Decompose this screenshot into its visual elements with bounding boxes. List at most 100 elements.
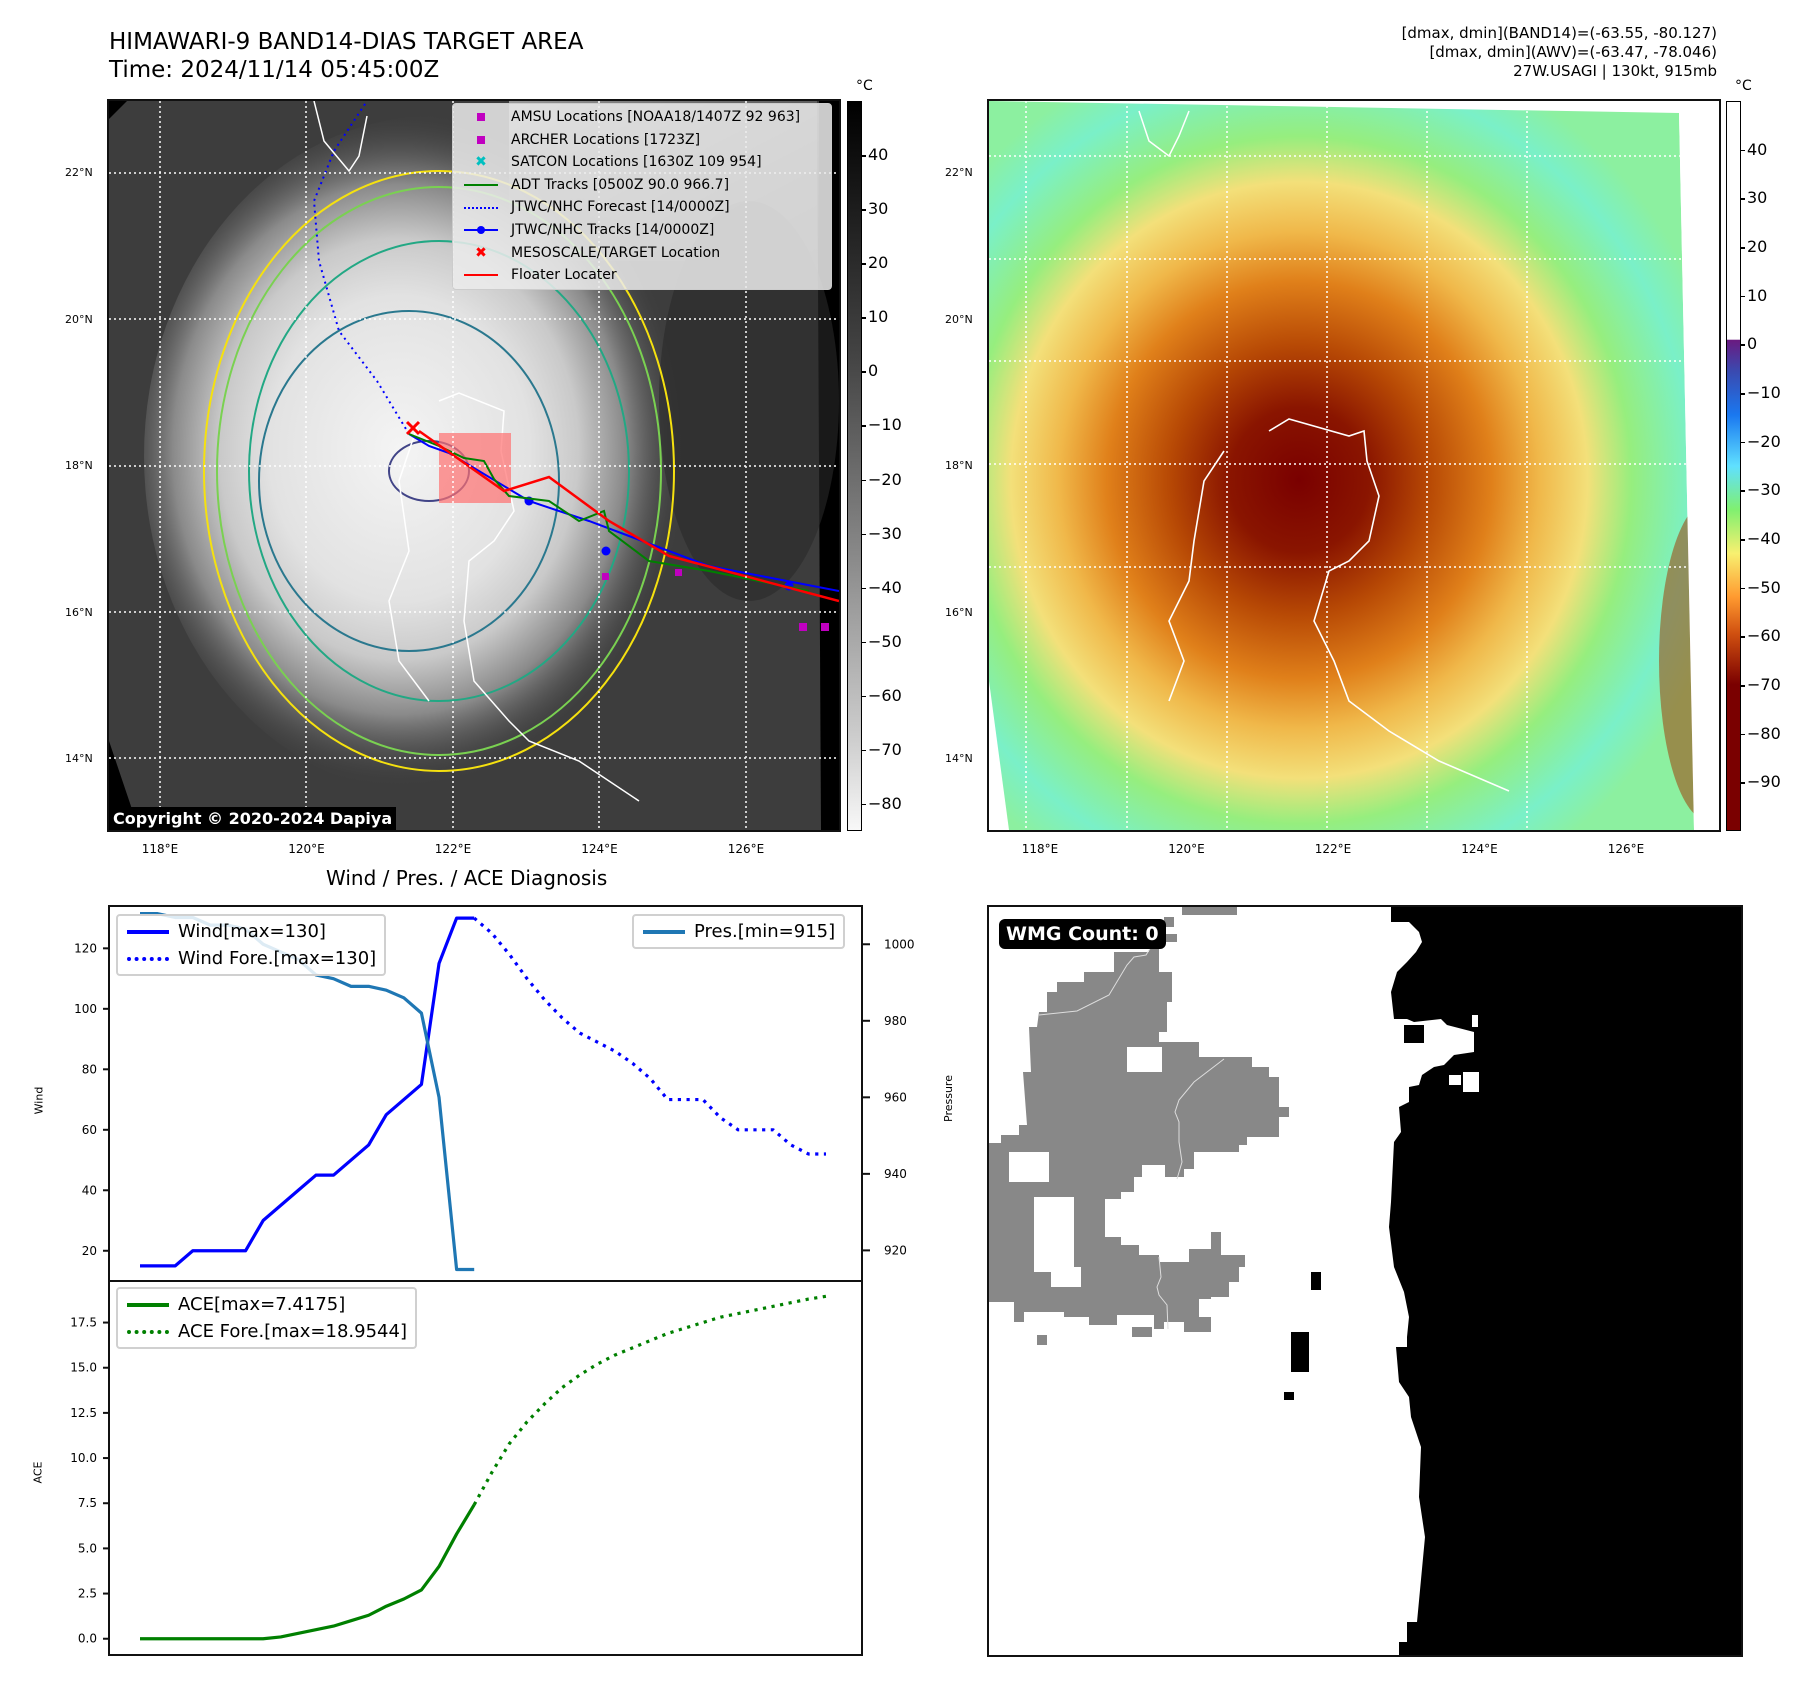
right-colorbar-unit: °C [1735, 78, 1752, 94]
legend-item-wind-forecast: Wind Fore.[max=130] [126, 945, 376, 972]
legend-item-mesoscale: ✖ MESOSCALE/TARGET Location [459, 242, 825, 265]
colorbar-tick-mark [861, 533, 866, 536]
y-right-tick-label: 980 [884, 1014, 907, 1028]
awv-dmax-dmin: [dmax, dmin](AWV)=(-63.47, -78.046) [1429, 43, 1717, 61]
colorbar-tick-mark [1740, 587, 1745, 590]
y-tick-label: 2.5 [78, 1587, 97, 1601]
lon-tick-label: 120°E [1168, 842, 1205, 856]
figure-title: HIMAWARI-9 BAND14-DIAS TARGET AREA [109, 29, 584, 55]
blue-dotted-line-icon [126, 948, 170, 970]
legend-label: ACE Fore.[max=18.9544] [178, 1321, 407, 1342]
colorbar-tick-mark [1740, 441, 1745, 444]
left-colorbar [847, 101, 862, 831]
colorbar-tick-label: 40 [1747, 139, 1768, 159]
colorbar-tick-label: 0 [1747, 334, 1758, 354]
green-line-icon [126, 1294, 170, 1316]
green-dotted-line-icon [126, 1321, 170, 1343]
red-line-icon [459, 264, 503, 286]
y-tick-label: 0.0 [78, 1632, 97, 1646]
legend-item-floater: Floater Locater [459, 264, 825, 287]
copyright-label: Copyright © 2020-2024 Dapiya [109, 807, 397, 830]
lon-tick-label: 120°E [288, 842, 325, 856]
colorbar-tick-mark [1740, 636, 1745, 638]
colorbar-tick-label: −10 [1747, 383, 1781, 402]
y-right-tick-label: 1000 [884, 937, 915, 951]
colorbar-tick-mark [1740, 344, 1745, 346]
lat-tick-label: 20°N [945, 312, 973, 326]
colorbar-tick-mark [861, 479, 866, 482]
colorbar-tick-mark [861, 749, 866, 752]
steelblue-line-icon [642, 921, 686, 943]
colorbar-tick-label: −10 [868, 415, 902, 435]
blue-line-icon [126, 921, 170, 943]
y-tick-label: 10.0 [70, 1451, 97, 1465]
legend-label: Wind Fore.[max=130] [178, 948, 377, 969]
wmg-mask [989, 907, 1741, 1655]
colorbar-tick-mark [861, 371, 866, 373]
colorbar-tick-label: 20 [1747, 237, 1768, 256]
y-tick-label: 20 [82, 1244, 97, 1258]
colorbar-tick-label: −20 [1747, 431, 1781, 451]
blue-dotted-line-icon [459, 197, 503, 219]
y-right-tick-label: 920 [884, 1243, 907, 1257]
legend-item-ace: ACE[max=7.4175] [126, 1291, 407, 1318]
pressure-legend: Pres.[min=915] [632, 914, 846, 949]
colorbar-tick-mark [861, 317, 866, 319]
lat-tick-label: 20°N [65, 312, 93, 326]
legend-label: SATCON Locations [1630Z 109 954] [511, 154, 762, 171]
colorbar-tick-label: −70 [1747, 675, 1781, 694]
colorbar-tick-label: 30 [868, 199, 889, 219]
colorbar-tick-mark [1740, 685, 1745, 687]
legend-item-amsu: AMSU Locations [NOAA18/1407Z 92 963] [459, 106, 825, 129]
y-tick-label: 12.5 [70, 1406, 97, 1420]
y-tick-label: 7.5 [78, 1496, 97, 1510]
legend-label: MESOSCALE/TARGET Location [511, 244, 721, 261]
colorbar-tick-label: 40 [868, 145, 889, 165]
legend-item-wind: Wind[max=130] [126, 918, 376, 945]
legend-item-jtwc-tracks: JTWC/NHC Tracks [14/0000Z] [459, 219, 825, 242]
lat-tick-label: 22°N [65, 166, 93, 179]
colorbar-tick-mark [861, 587, 866, 590]
band14-dmax-dmin: [dmax, dmin](BAND14)=(-63.55, -80.127) [1401, 24, 1717, 42]
colorbar-tick-label: −30 [868, 523, 902, 543]
cyan-x-icon: ✖ [475, 154, 487, 171]
figure-time: Time: 2024/11/14 05:45:00Z [109, 57, 440, 83]
ace-axis-label: ACE [31, 1461, 45, 1484]
ace-legend: ACE[max=7.4175] ACE Fore.[max=18.9544] [116, 1287, 417, 1349]
series-line-wind-fore- [473, 916, 826, 1156]
colorbar-tick-mark [861, 209, 866, 211]
colorbar-tick-label: 20 [868, 253, 889, 273]
legend-label: Floater Locater [511, 267, 617, 284]
lon-tick-label: 118°E [141, 842, 179, 856]
colorbar-tick-label: 10 [868, 307, 889, 327]
y-tick-label: 100 [74, 1002, 97, 1016]
magenta-square-icon [459, 106, 503, 128]
awv-map [987, 99, 1721, 832]
colorbar-tick-label: −70 [868, 739, 902, 759]
wmg-count-badge: WMG Count: 0 [999, 919, 1166, 949]
colorbar-tick-label: −20 [868, 469, 902, 489]
colorbar-tick-mark [861, 695, 866, 698]
wind-legend: Wind[max=130] Wind Fore.[max=130] [116, 914, 387, 976]
lat-tick-label: 22°N [945, 166, 973, 179]
y-tick-label: 5.0 [78, 1541, 97, 1555]
legend-label: Wind[max=130] [178, 921, 326, 942]
awv-imagery [989, 101, 1719, 830]
colorbar-tick-label: −40 [868, 577, 902, 597]
colorbar-tick-label: −50 [868, 631, 902, 651]
series-line-ace [140, 1503, 476, 1641]
colorbar-tick-mark [1740, 295, 1745, 298]
colorbar-tick-label: −80 [868, 793, 902, 813]
legend-item-pressure: Pres.[min=915] [642, 918, 835, 945]
colorbar-tick-mark [1740, 733, 1745, 736]
lon-tick-label: 118°E [1021, 842, 1059, 856]
legend-label: ADT Tracks [0500Z 90.0 966.7] [511, 176, 730, 193]
colorbar-tick-label: −60 [868, 685, 902, 705]
colorbar-tick-label: −90 [1747, 772, 1781, 792]
legend-label: AMSU Locations [NOAA18/1407Z 92 963] [511, 109, 801, 125]
wmg-panel: WMG Count: 0 [987, 905, 1743, 1657]
y-tick-label: 15.0 [70, 1361, 97, 1375]
legend-item-jtwc-forecast: JTWC/NHC Forecast [14/0000Z] [459, 196, 825, 219]
map-legend: AMSU Locations [NOAA18/1407Z 92 963] ARC… [452, 103, 832, 290]
legend-item-adt: ADT Tracks [0500Z 90.0 966.7] [459, 174, 825, 197]
